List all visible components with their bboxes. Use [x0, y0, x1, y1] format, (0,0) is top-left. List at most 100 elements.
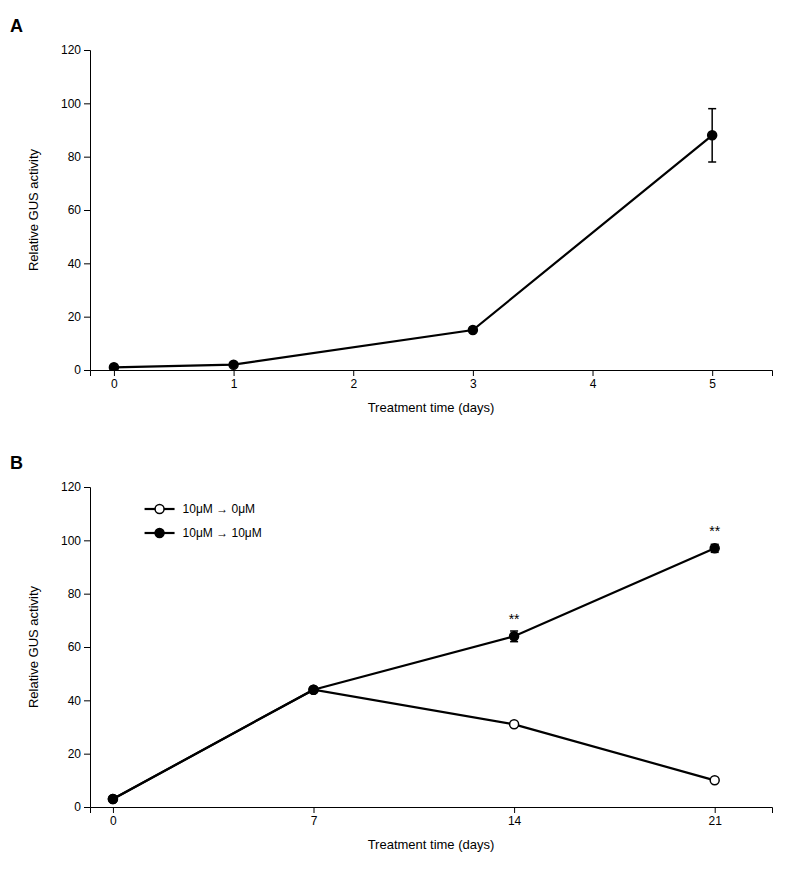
- legend-label: 10μM → 0μM: [183, 502, 256, 516]
- x-tick: 4: [590, 370, 597, 391]
- y-tick: 120: [61, 480, 90, 494]
- y-tick: 40: [68, 694, 90, 708]
- y-tick-label: 0: [74, 363, 81, 377]
- y-tick-mark: [84, 263, 90, 264]
- x-tick-mark: [113, 807, 114, 813]
- x-tick-mark: [712, 370, 713, 376]
- x-axis: 012345: [91, 370, 773, 391]
- series: [108, 685, 719, 803]
- panel: 071421020406080100120Treatment time (day…: [10, 453, 773, 852]
- y-axis-title: Relative GUS activity: [26, 585, 41, 708]
- x-tick: 3: [470, 370, 477, 391]
- x-tick-label: 14: [508, 814, 522, 828]
- y-tick-label: 100: [61, 534, 81, 548]
- x-tick: 5: [709, 370, 716, 391]
- y-tick-mark: [84, 647, 90, 648]
- y-tick-mark: [84, 157, 90, 158]
- y-tick: 20: [68, 747, 90, 761]
- annotation: **: [509, 611, 520, 627]
- x-axis-line: [91, 808, 773, 814]
- x-tick-mark: [514, 807, 515, 813]
- x-tick-mark: [353, 370, 354, 376]
- y-tick-mark: [84, 210, 90, 211]
- y-tick: 60: [68, 640, 90, 654]
- series: [109, 109, 716, 370]
- point: [309, 685, 318, 694]
- x-tick-label: 5: [709, 377, 716, 391]
- y-tick-mark: [84, 103, 90, 104]
- point: [309, 685, 318, 694]
- x-tick-mark: [234, 370, 235, 376]
- point: [108, 795, 117, 804]
- y-axis-line: [84, 51, 91, 371]
- y-tick-label: 20: [68, 747, 82, 761]
- point: [108, 795, 117, 804]
- panel: 012345020406080100120Treatment time (day…: [10, 16, 773, 415]
- x-axis: 0 7 14 21: [91, 807, 773, 828]
- x-tick-label: 4: [590, 377, 597, 391]
- y-tick-label: 80: [68, 587, 82, 601]
- point: [710, 544, 719, 553]
- x-tick-mark: [114, 370, 115, 376]
- y-axis: 0 20 40 60 80 100 120: [61, 480, 91, 814]
- y-tick-label: 20: [68, 310, 82, 324]
- y-tick-label: 40: [68, 694, 82, 708]
- x-tick: 14: [508, 807, 522, 828]
- legend-label: 10μM → 10μM: [183, 526, 262, 540]
- y-tick: 0: [74, 800, 90, 814]
- y-tick-label: 40: [68, 257, 82, 271]
- y-tick-mark: [84, 540, 90, 541]
- point: [510, 720, 519, 729]
- y-axis-line: [84, 488, 91, 808]
- x-tick: 21: [709, 807, 723, 828]
- error-bar-cap: [708, 108, 716, 110]
- y-tick: 120: [61, 43, 90, 57]
- y-tick-label: 100: [61, 97, 81, 111]
- y-tick-label: 0: [74, 800, 81, 814]
- y-tick-label: 120: [61, 43, 81, 57]
- error-bar: [711, 544, 719, 552]
- chart: 0 1 2 3 4 5 0 20 40 60 80 100 120 Treatment time (day…: [0, 0, 798, 884]
- y-tick-mark: [84, 50, 90, 51]
- y-axis-title: Relative GUS activity: [26, 148, 41, 271]
- x-tick-label: 21: [709, 814, 723, 828]
- annotation: **: [709, 523, 720, 539]
- point: [229, 360, 238, 369]
- y-tick: 40: [68, 257, 90, 271]
- y-tick: 100: [61, 97, 90, 111]
- error-bar-cap: [708, 161, 716, 163]
- y-tick-label: 60: [68, 640, 82, 654]
- y-tick-label: 120: [61, 480, 81, 494]
- x-tick-label: 0: [110, 814, 117, 828]
- x-tick: 1: [231, 370, 238, 391]
- y-tick-label: 80: [68, 150, 82, 164]
- line: [113, 690, 715, 799]
- y-tick-mark: [84, 370, 90, 371]
- y-tick: 100: [61, 534, 90, 548]
- panel-label: A: [10, 16, 23, 36]
- y-tick-mark: [84, 754, 90, 755]
- y-tick-mark: [84, 700, 90, 701]
- point: [109, 363, 118, 370]
- x-tick-label: 7: [311, 814, 318, 828]
- point: [468, 326, 477, 335]
- x-tick: 0: [110, 807, 117, 828]
- y-tick: 0: [74, 363, 90, 377]
- y-tick-label: 60: [68, 203, 82, 217]
- y-tick: 80: [68, 150, 90, 164]
- point: [708, 131, 717, 140]
- point: [710, 776, 719, 785]
- x-tick: 7: [311, 807, 318, 828]
- x-tick-mark: [473, 370, 474, 376]
- x-tick-mark: [314, 807, 315, 813]
- y-tick-mark: [84, 594, 90, 595]
- line: [113, 548, 715, 799]
- x-axis-line: [91, 371, 773, 377]
- series: [108, 544, 719, 804]
- plot-area: [108, 544, 719, 804]
- x-axis-title: Treatment time (days): [368, 400, 495, 415]
- x-tick-label: 2: [350, 377, 357, 391]
- error-bar: [708, 109, 716, 162]
- y-tick: 20: [68, 310, 90, 324]
- line: [114, 135, 712, 367]
